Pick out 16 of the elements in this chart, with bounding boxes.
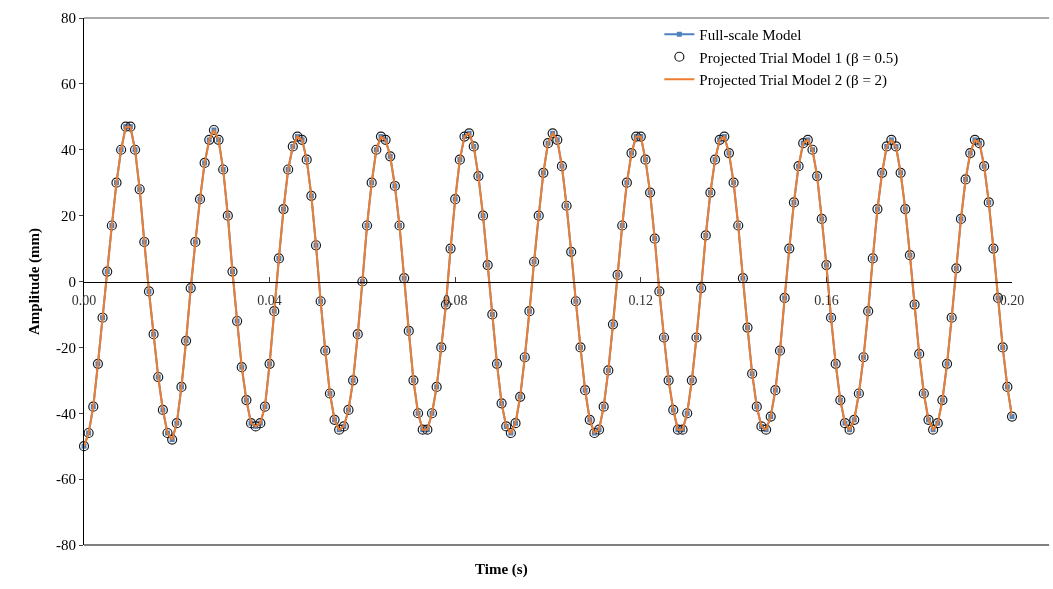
y-axis-title: Amplitude (mm)	[26, 227, 44, 336]
x-axis-title: Time (s)	[475, 561, 528, 578]
y-tick-label: -20	[56, 339, 76, 356]
y-tick-label: -60	[56, 471, 76, 488]
y-tick-label: 20	[61, 207, 76, 224]
legend-label: Projected Trial Model 2 (β = 2)	[699, 72, 888, 90]
x-tick-label: 0.12	[628, 293, 654, 309]
legend-label: Projected Trial Model 1 (β = 0.5)	[699, 49, 899, 67]
y-tick-label: 0	[68, 273, 76, 290]
y-tick-label: 40	[61, 142, 76, 158]
y-tick-label: 60	[61, 76, 76, 93]
legend-label: Full-scale Model	[699, 27, 802, 44]
x-tick-label: 0.20	[999, 293, 1025, 309]
y-tick-label: -40	[56, 405, 76, 422]
y-tick-label: 80	[61, 10, 76, 27]
y-tick-label: -80	[56, 537, 76, 554]
